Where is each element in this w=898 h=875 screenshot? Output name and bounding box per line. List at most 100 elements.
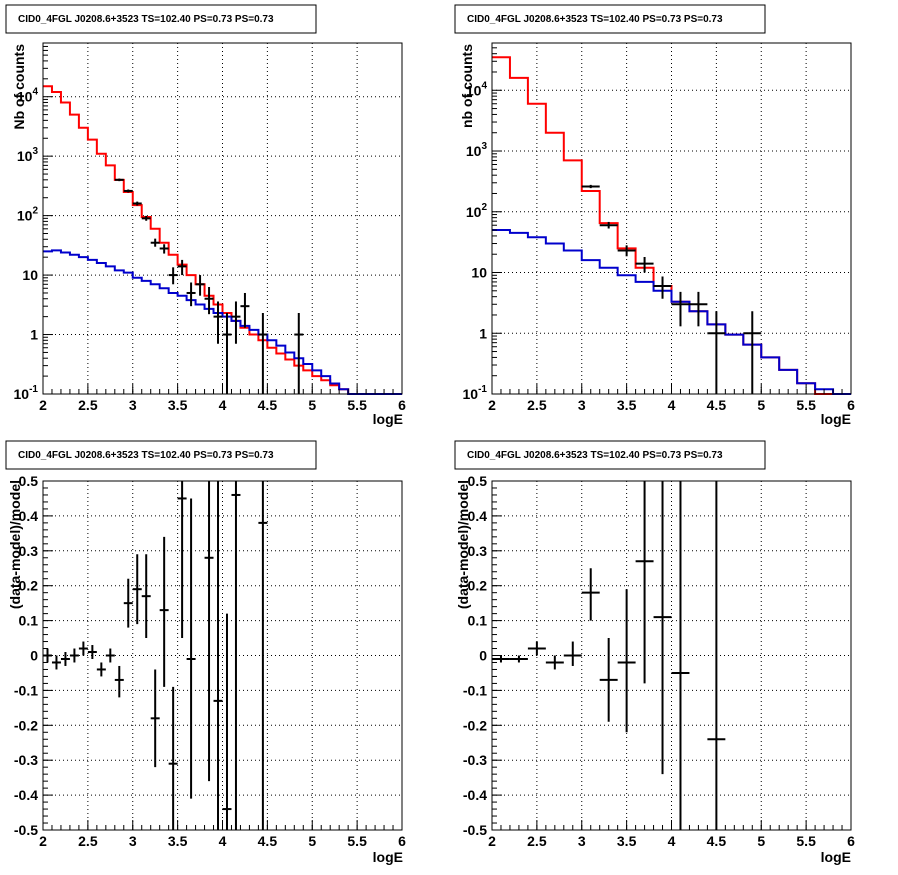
data-point xyxy=(213,481,223,830)
y-tick-label: 0.3 xyxy=(468,543,488,559)
data-point xyxy=(492,655,510,663)
x-tick-label: 4.5 xyxy=(258,397,278,413)
y-tick-label: -0.1 xyxy=(14,682,38,698)
y-tick-label: -0.5 xyxy=(463,822,487,838)
y-tick-label-base: 10 xyxy=(466,143,482,159)
plot-frame-bg xyxy=(43,481,402,830)
data-point xyxy=(141,215,151,221)
data-point xyxy=(132,554,142,625)
y-tick-label-exponent: 2 xyxy=(481,202,487,213)
y-tick-label: 0.2 xyxy=(19,578,39,594)
data-point xyxy=(527,641,546,656)
y-tick-label-exponent: 2 xyxy=(32,206,38,217)
pad-bottom-left: CID0_4FGL J0208.6+3523 TS=102.40 PS=0.73… xyxy=(5,440,406,865)
data-point xyxy=(177,259,187,276)
series-step-line xyxy=(43,85,402,395)
x-tick-label: 3.5 xyxy=(168,833,188,849)
x-tick-label: 3 xyxy=(578,397,586,413)
x-tick-label: 5.5 xyxy=(347,833,367,849)
data-point xyxy=(51,655,61,670)
data-point xyxy=(177,481,187,639)
data-point xyxy=(599,638,618,722)
y-tick-label: 0.4 xyxy=(19,508,39,524)
y-tick-label: 0.3 xyxy=(19,543,39,559)
y-tick-label: 0.4 xyxy=(468,508,488,524)
y-tick-label: 103 xyxy=(466,141,488,159)
pad-bottom-right: CID0_4FGL J0208.6+3523 TS=102.40 PS=0.73… xyxy=(454,440,855,865)
pad-title: CID0_4FGL J0208.6+3523 TS=102.40 PS=0.73… xyxy=(467,450,723,461)
y-tick-label: 0.2 xyxy=(468,578,488,594)
series-step-line xyxy=(43,249,402,395)
data-point xyxy=(204,287,214,315)
y-tick-label: -0.3 xyxy=(14,752,38,768)
y-tick-label-exponent: 3 xyxy=(32,146,38,157)
data-point xyxy=(689,291,708,327)
x-tick-label: 3.5 xyxy=(617,833,637,849)
x-tick-label: 5 xyxy=(757,833,765,849)
y-axis-title: Nb of counts xyxy=(11,44,27,130)
data-point xyxy=(159,244,169,254)
y-tick-label: -0.4 xyxy=(463,787,487,803)
y-tick-label-base: 10 xyxy=(17,89,33,105)
x-tick-label: 6 xyxy=(847,833,855,849)
pad-title-box: CID0_4FGL J0208.6+3523 TS=102.40 PS=0.73… xyxy=(454,440,766,470)
y-tick-label: 0.5 xyxy=(19,473,39,489)
data-point xyxy=(635,257,654,273)
pad-title-box: CID0_4FGL J0208.6+3523 TS=102.40 PS=0.73… xyxy=(5,440,317,470)
x-tick-label: 4.5 xyxy=(258,833,278,849)
y-tick-label: 104 xyxy=(17,87,39,105)
x-tick-label: 3 xyxy=(129,833,137,849)
data-point xyxy=(294,313,304,394)
data-point xyxy=(60,652,70,666)
pad-top-right: CID0_4FGL J0208.6+3523 TS=102.40 PS=0.73… xyxy=(454,4,855,427)
y-tick-label-exponent: 4 xyxy=(481,80,487,91)
data-point xyxy=(231,301,241,344)
data-point xyxy=(581,568,600,621)
x-tick-label: 2 xyxy=(488,397,496,413)
y-axis-title: nb of counts xyxy=(459,44,475,128)
x-tick-label: 2 xyxy=(39,833,47,849)
x-tick-label: 6 xyxy=(847,397,855,413)
data-point xyxy=(123,189,133,193)
y-tick-label-base: 10 xyxy=(466,82,482,98)
data-point xyxy=(186,282,196,307)
data-point xyxy=(87,645,97,659)
data-point xyxy=(240,292,250,328)
pad-title-box: CID0_4FGL J0208.6+3523 TS=102.40 PS=0.73… xyxy=(454,4,766,34)
pad-title-box: CID0_4FGL J0208.6+3523 TS=102.40 PS=0.73… xyxy=(5,4,317,34)
pad-title: CID0_4FGL J0208.6+3523 TS=102.40 PS=0.73… xyxy=(18,450,274,461)
x-tick-label: 2.5 xyxy=(527,397,547,413)
y-tick-label-exponent: -1 xyxy=(478,384,487,395)
y-tick-label: 10 xyxy=(22,267,38,283)
x-axis-title: logE xyxy=(373,411,403,427)
data-point xyxy=(195,275,205,296)
data-point xyxy=(258,481,268,830)
data-point xyxy=(168,686,178,830)
y-tick-label: 102 xyxy=(17,206,39,224)
data-point xyxy=(258,313,268,394)
y-tick-label-base: 10 xyxy=(17,208,33,224)
x-tick-label: 5.5 xyxy=(796,833,816,849)
y-tick-label: 0.5 xyxy=(468,473,488,489)
y-tick-label: 0.1 xyxy=(468,613,488,629)
data-point xyxy=(617,245,636,257)
x-tick-label: 3 xyxy=(578,833,586,849)
data-point xyxy=(222,313,232,394)
data-point xyxy=(653,481,672,775)
data-point xyxy=(671,291,690,327)
plot-frame-bg xyxy=(492,481,851,830)
data-point xyxy=(69,648,79,663)
y-tick-label: 1 xyxy=(479,325,487,341)
plot-area: 2 2.5 3 3.5 4 4.5 5 5.5 6 -0.5 -0.4 -0.3 -0.2 -0.1 0 0.… xyxy=(14,473,406,849)
x-tick-label: 3.5 xyxy=(617,397,637,413)
data-point xyxy=(105,648,115,663)
y-axis-title: (data-model)/model xyxy=(455,480,471,609)
data-point xyxy=(114,665,124,698)
y-tick-label: 104 xyxy=(466,80,488,98)
y-tick-label-exponent: 3 xyxy=(481,141,487,152)
x-tick-label: 4.5 xyxy=(707,397,727,413)
data-point xyxy=(186,498,196,799)
x-tick-label: 2 xyxy=(39,397,47,413)
x-tick-label: 2.5 xyxy=(78,833,98,849)
